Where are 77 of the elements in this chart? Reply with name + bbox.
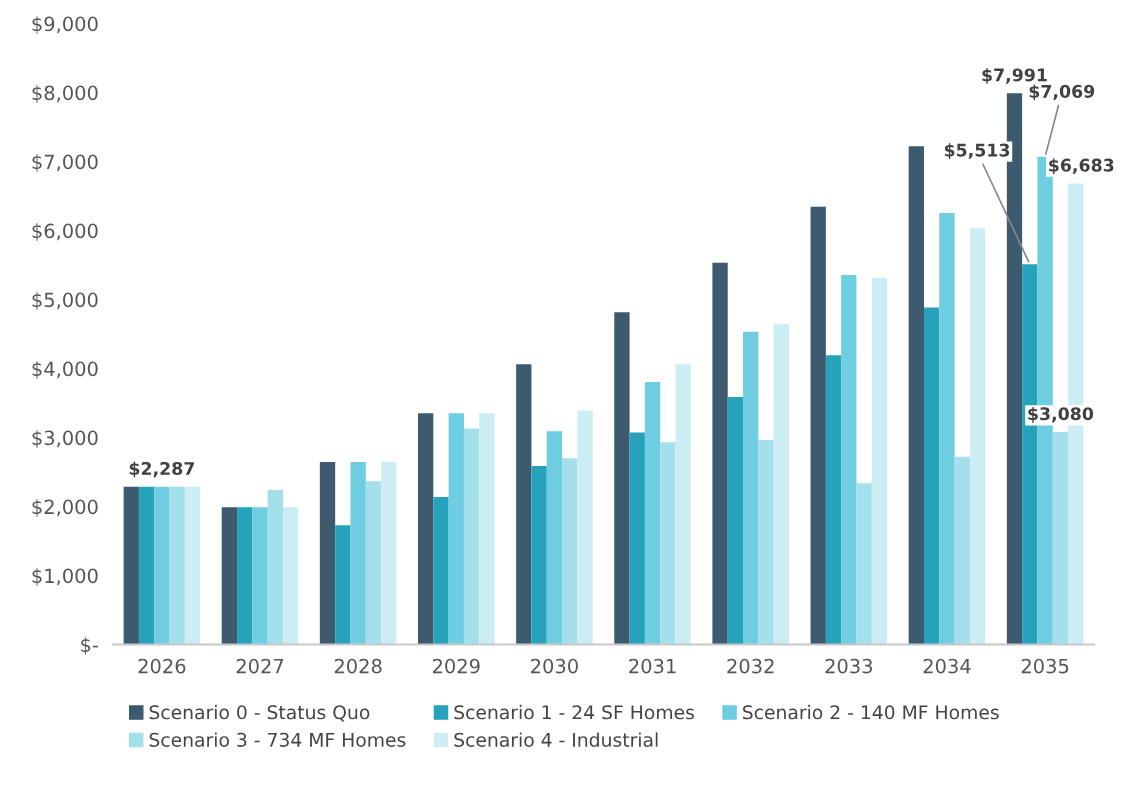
x-tick-label: 2026 xyxy=(138,658,186,674)
x-tick-label: 2033 xyxy=(825,658,872,674)
bar xyxy=(319,462,336,645)
y-tick-label: $2,000 xyxy=(32,499,98,517)
y-tick-label: $6,000 xyxy=(32,223,98,241)
legend-label: Scenario 1 - 24 SF Homes xyxy=(454,704,694,720)
bar xyxy=(463,428,480,645)
data-label: $7,991 xyxy=(982,68,1047,84)
bar xyxy=(1052,432,1069,645)
bar xyxy=(138,486,155,645)
bar xyxy=(221,507,238,645)
bar xyxy=(810,206,826,645)
bar xyxy=(335,525,351,645)
legend-label: Scenario 0 - Status Quo xyxy=(149,704,370,722)
bar xyxy=(577,410,593,645)
bar xyxy=(871,278,888,645)
bar xyxy=(381,462,397,645)
x-tick-label: 2031 xyxy=(629,658,676,674)
bar xyxy=(629,432,645,645)
data-label: $2,287 xyxy=(129,461,194,478)
y-tick-label: $8,000 xyxy=(32,85,98,103)
bar xyxy=(433,497,449,645)
bar xyxy=(825,355,842,645)
data-label: $3,080 xyxy=(1028,406,1094,423)
x-tick-label: 2028 xyxy=(334,658,382,674)
bar xyxy=(562,458,578,645)
data-label: $5,513 xyxy=(944,143,1010,159)
bar xyxy=(267,490,283,645)
bar xyxy=(418,413,434,645)
x-tick-label: 2030 xyxy=(531,658,578,674)
data-label: $6,683 xyxy=(1049,158,1114,175)
bar xyxy=(365,481,382,645)
x-tick-label: 2029 xyxy=(432,658,480,674)
bar xyxy=(712,262,728,645)
bar xyxy=(727,397,744,645)
bar xyxy=(954,456,970,645)
legend-label: Scenario 3 - 734 MF Homes xyxy=(149,732,406,747)
bar xyxy=(516,364,532,645)
y-tick-label: $3,000 xyxy=(32,430,98,448)
y-tick-label: $1,000 xyxy=(32,568,98,586)
x-tick-label: 2027 xyxy=(236,658,284,674)
bar xyxy=(743,331,759,645)
bar xyxy=(939,213,955,645)
bar xyxy=(448,413,464,645)
bar xyxy=(660,442,676,645)
bar xyxy=(614,312,630,645)
bar xyxy=(908,146,924,645)
bar xyxy=(546,431,563,645)
bar xyxy=(237,507,253,645)
x-tick-label: 2032 xyxy=(727,658,774,674)
y-tick-label: $- xyxy=(81,637,98,655)
legend-label: Scenario 4 - Industrial xyxy=(454,732,658,747)
bar xyxy=(644,382,661,645)
y-tick-label: $7,000 xyxy=(32,154,98,172)
x-tick-label: 2035 xyxy=(1021,658,1069,674)
bar xyxy=(773,323,789,645)
bar xyxy=(169,486,185,645)
bar xyxy=(675,364,691,645)
data-label: $7,069 xyxy=(1029,84,1095,101)
bar xyxy=(841,275,857,645)
bar xyxy=(758,439,774,645)
legend-label: Scenario 2 - 140 MF Homes xyxy=(743,704,999,720)
bar xyxy=(282,507,299,645)
x-tick-label: 2034 xyxy=(923,658,971,674)
bar xyxy=(154,486,170,645)
y-tick-label: $4,000 xyxy=(32,361,98,379)
bar xyxy=(123,486,139,645)
bar xyxy=(184,486,201,645)
bar xyxy=(923,307,940,645)
bar xyxy=(252,507,268,645)
bar xyxy=(856,483,872,645)
y-tick-label: $5,000 xyxy=(32,292,98,310)
bar xyxy=(969,228,986,645)
bar xyxy=(350,462,366,645)
bar xyxy=(531,466,547,645)
bar xyxy=(479,413,495,645)
y-tick-label: $9,000 xyxy=(32,16,98,34)
